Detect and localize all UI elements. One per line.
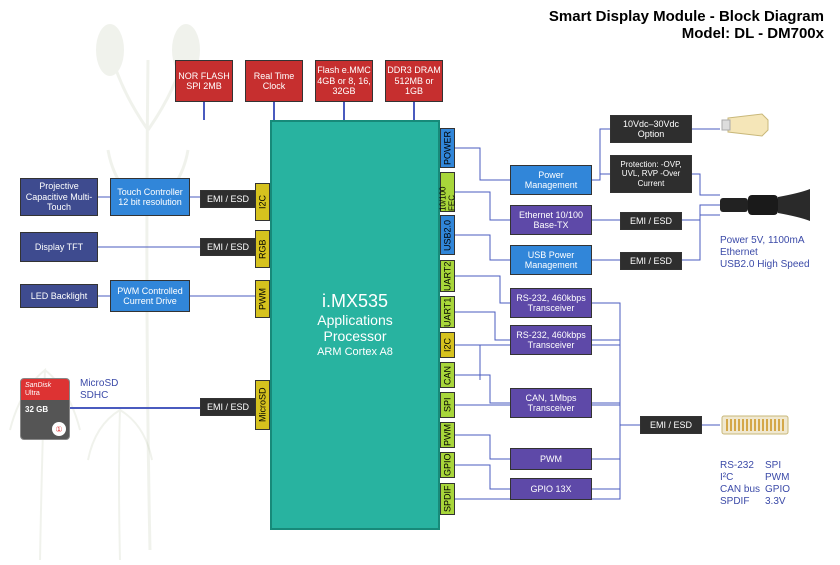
- right-port-i2c: I2C: [440, 332, 455, 358]
- cpu-sub2: Processor: [317, 328, 393, 344]
- connector-pin-header: [720, 410, 790, 445]
- left-port-rgb: RGB: [255, 230, 270, 268]
- pwm-drive-l6: PWM Controlled Current Drive: [110, 280, 190, 312]
- protection-r9: Protection: -OVP, UVL, RVP -Over Current: [610, 155, 692, 193]
- right-port-pwm: PWM: [440, 422, 455, 448]
- sd-label-1: MicroSD: [80, 378, 118, 390]
- left-port-microsd: MicroSD: [255, 380, 270, 430]
- right-port-can: CAN: [440, 362, 455, 388]
- block-top3: DDR3 DRAM 512MB or 1GB: [385, 60, 443, 102]
- left-port-i2c: I2C: [255, 183, 270, 221]
- sd-brand: SanDisk: [25, 382, 51, 389]
- led-bl-l5: LED Backlight: [20, 284, 98, 308]
- emi-eth-r10: EMI / ESD: [620, 212, 682, 230]
- right-port-uart2: UART2: [440, 260, 455, 292]
- sd-line: Ultra: [25, 390, 40, 397]
- cpu-block: i.MX535 Applications Processor ARM Corte…: [270, 120, 440, 530]
- diagram-title: Smart Display Module - Block Diagram Mod…: [549, 8, 824, 42]
- connector-usb-cable: [720, 185, 810, 230]
- emi-usb-r11: EMI / ESD: [620, 252, 682, 270]
- sd-label-2: SDHC: [80, 390, 118, 402]
- block-top0: NOR FLASH SPI 2MB: [175, 60, 233, 102]
- sdcard-image: SanDisk Ultra 32 GB ①: [20, 378, 70, 440]
- emi3-l7: EMI / ESD: [200, 398, 256, 416]
- usb-pwr-r2: USB Power Management: [510, 245, 592, 275]
- cpu-sub1: Applications: [317, 312, 393, 328]
- sdcard-label: MicroSD SDHC: [80, 378, 118, 402]
- sd-size: 32 GB: [25, 405, 48, 414]
- label-connector-left: RS-232I²CCAN busSPDIF: [720, 460, 760, 508]
- right-port-usb20: USB2.0: [440, 215, 455, 255]
- emi2-l4: EMI / ESD: [200, 238, 256, 256]
- cpu-title: i.MX535: [317, 291, 393, 312]
- emi1-l2: EMI / ESD: [200, 190, 256, 208]
- pwr-mgmt-r0: Power Management: [510, 165, 592, 195]
- block-top1: Real Time Clock: [245, 60, 303, 102]
- rs232b-r4: RS-232, 460kbps Transceiver: [510, 325, 592, 355]
- can-r5: CAN, 1Mbps Transceiver: [510, 388, 592, 418]
- connector-molex: [720, 110, 770, 145]
- label-connector-right: SPIPWMGPIO3.3V: [765, 460, 790, 508]
- rs232a-r3: RS-232, 460kbps Transceiver: [510, 288, 592, 318]
- title-line1: Smart Display Module - Block Diagram: [549, 8, 824, 25]
- pwm-out-r6: PWM: [510, 448, 592, 470]
- gpio-r7: GPIO 13X: [510, 478, 592, 500]
- title-line2: Model: DL - DM700x: [549, 25, 824, 42]
- right-port-spdif: SPDIF: [440, 483, 455, 515]
- proj-cap-l0: Projective Capacitive Multi-Touch: [20, 178, 98, 216]
- vdc-opt-r8: 10Vdc–30Vdc Option: [610, 115, 692, 143]
- right-port-uart1: UART1: [440, 296, 455, 328]
- display-tft-l3: Display TFT: [20, 232, 98, 262]
- block-top2: Flash e.MMC 4GB or 8, 16, 32GB: [315, 60, 373, 102]
- diagram-canvas: { "title_line1": "Smart Display Module -…: [0, 0, 840, 565]
- right-port-power: POWER: [440, 128, 455, 168]
- emi-conn-r12: EMI / ESD: [640, 416, 702, 434]
- touch-ctrl-l1: Touch Controller 12 bit resolution: [110, 178, 190, 216]
- ethernet-r1: Ethernet 10/100 Base-TX: [510, 205, 592, 235]
- left-port-pwm: PWM: [255, 280, 270, 318]
- cpu-sub3: ARM Cortex A8: [317, 346, 393, 359]
- right-port-spi: SPI: [440, 392, 455, 418]
- label-power-ethernet-usb: Power 5V, 1100mAEthernetUSB2.0 High Spee…: [720, 235, 810, 271]
- right-port-gpio: GPIO: [440, 452, 455, 478]
- right-port-10100fec: 10/100 FEC: [440, 172, 455, 212]
